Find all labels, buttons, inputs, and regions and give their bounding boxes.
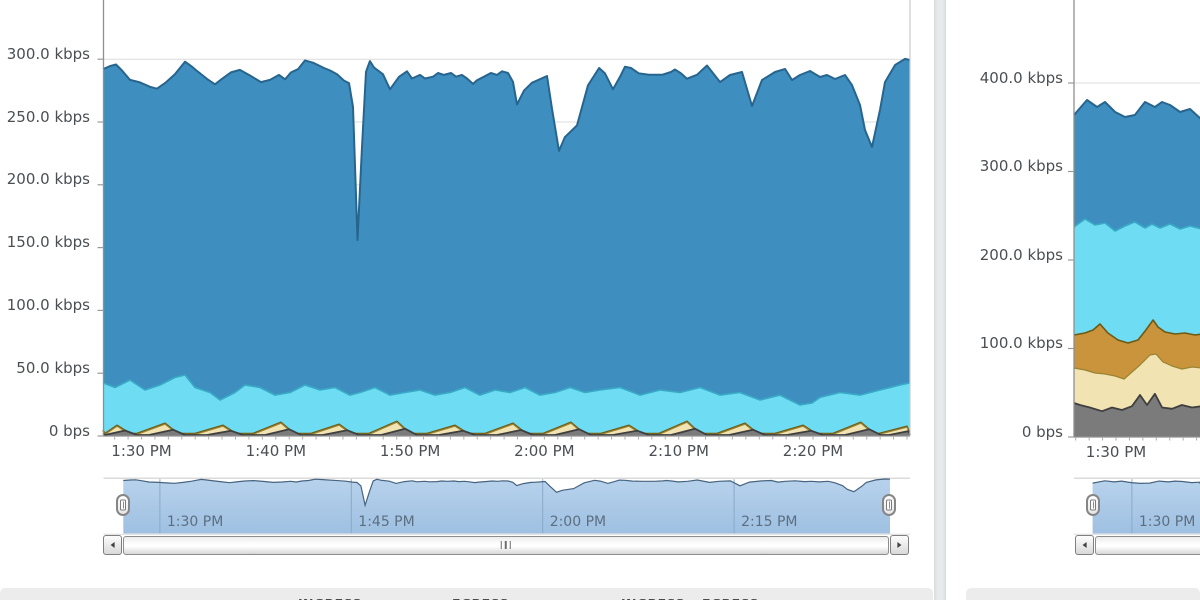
legend-item: INGRESS (298, 596, 362, 600)
range-selector-edge (123, 478, 891, 508)
time-scrollbar (1075, 535, 1200, 555)
arrow-left-icon (110, 542, 115, 548)
area-series-gray-edge (1073, 392, 1200, 413)
area-series-tan-edge (1073, 353, 1200, 380)
legend-item: EGRESS (702, 596, 759, 600)
area-series-gold-edge (1073, 319, 1200, 344)
legend-item: EGRESS (452, 596, 509, 600)
scroll-right-button[interactable] (889, 535, 909, 555)
panel-divider (934, 0, 946, 600)
y-axis-label: 0 bps (1021, 422, 1063, 441)
legend-item: INGRESS (621, 596, 685, 600)
range-time-label: 2:15 PM (741, 514, 798, 530)
chart-plot-area[interactable] (104, 0, 910, 436)
area-series-blue-edge (1073, 99, 1200, 120)
range-time-label: 1:30 PM (166, 514, 224, 530)
range-handle-left[interactable] (1086, 494, 1100, 516)
scrollbar-thumb[interactable] (122, 535, 889, 555)
y-axis-label: 100.0 kbps (6, 295, 90, 314)
area-series-gray (1074, 393, 1200, 437)
y-axis-label: 50.0 kbps (16, 358, 90, 377)
area-series-cyan-edge (102, 374, 911, 406)
range-handle-grip-icon (120, 499, 126, 511)
traffic-chart-right (1068, 0, 1200, 535)
x-axis-label: 1:30 PM (1085, 443, 1147, 461)
y-axis-label: 100.0 kbps (979, 334, 1063, 352)
area-series-gray-edge (102, 427, 911, 436)
area-series-blue-edge (102, 57, 911, 242)
range-handle-grip-icon (1090, 499, 1096, 511)
scroll-left-button[interactable] (1075, 535, 1094, 555)
area-series-tan-edge (102, 421, 911, 435)
time-scrollbar (103, 535, 909, 555)
x-axis-label: 2:20 PM (782, 442, 844, 460)
x-axis-label: 1:40 PM (245, 442, 307, 460)
range-time-label: 1:30 PM (1138, 514, 1196, 530)
y-axis-label: 300.0 kbps (979, 157, 1063, 175)
area-series-gold-edge (102, 420, 911, 435)
range-time-label: 2:00 PM (549, 514, 607, 530)
y-axis-label: 0 bps (48, 421, 90, 440)
traffic-panel-right: 400.0 kbps 300.0 kbps 200.0 kbps 100.0 kbps… (946, 0, 1200, 600)
scrollbar-grip-icon (500, 541, 511, 549)
x-axis-label: 1:30 PM (111, 442, 172, 460)
y-axis-label: 300.0 kbps (6, 44, 90, 63)
range-selector-window[interactable] (104, 478, 910, 534)
traffic-panel-left: 300.0 kbps 250.0 kbps 200.0 kbps 150.0 kbps… (0, 0, 934, 600)
area-series-cyan (103, 375, 910, 436)
arrow-right-icon (897, 542, 902, 548)
x-axis-label: 1:50 PM (379, 442, 441, 460)
area-series-tan (103, 422, 910, 436)
y-axis-label: 150.0 kbps (6, 233, 90, 252)
legend-bar (966, 588, 1200, 600)
range-handle-grip-icon (886, 499, 892, 511)
scrollbar-thumb[interactable] (1094, 535, 1200, 555)
chart-plot-area[interactable] (1074, 0, 1200, 437)
range-time-label: 1:45 PM (358, 514, 415, 530)
area-series-cyan-edge (1073, 218, 1200, 232)
y-axis-label: 200.0 kbps (6, 170, 90, 189)
area-series-blue (103, 58, 910, 437)
arrow-left-icon (1082, 542, 1087, 548)
range-selector-area (1092, 480, 1200, 534)
x-axis-label: 2:00 PM (514, 442, 575, 460)
range-selector-edge (1092, 480, 1200, 485)
y-axis-label: 200.0 kbps (979, 245, 1063, 264)
x-axis-label: 2:10 PM (648, 442, 709, 460)
y-axis-label: 400.0 kbps (979, 68, 1063, 87)
y-axis-label: 250.0 kbps (6, 107, 90, 126)
range-selector-area (123, 479, 891, 534)
range-handle-right[interactable] (882, 494, 896, 516)
traffic-chart-left (97, 0, 911, 535)
legend-bar: INGRESS EGRESS INGRESS EGRESS (0, 588, 933, 600)
scroll-left-button[interactable] (103, 535, 122, 555)
range-handle-left[interactable] (116, 494, 130, 516)
